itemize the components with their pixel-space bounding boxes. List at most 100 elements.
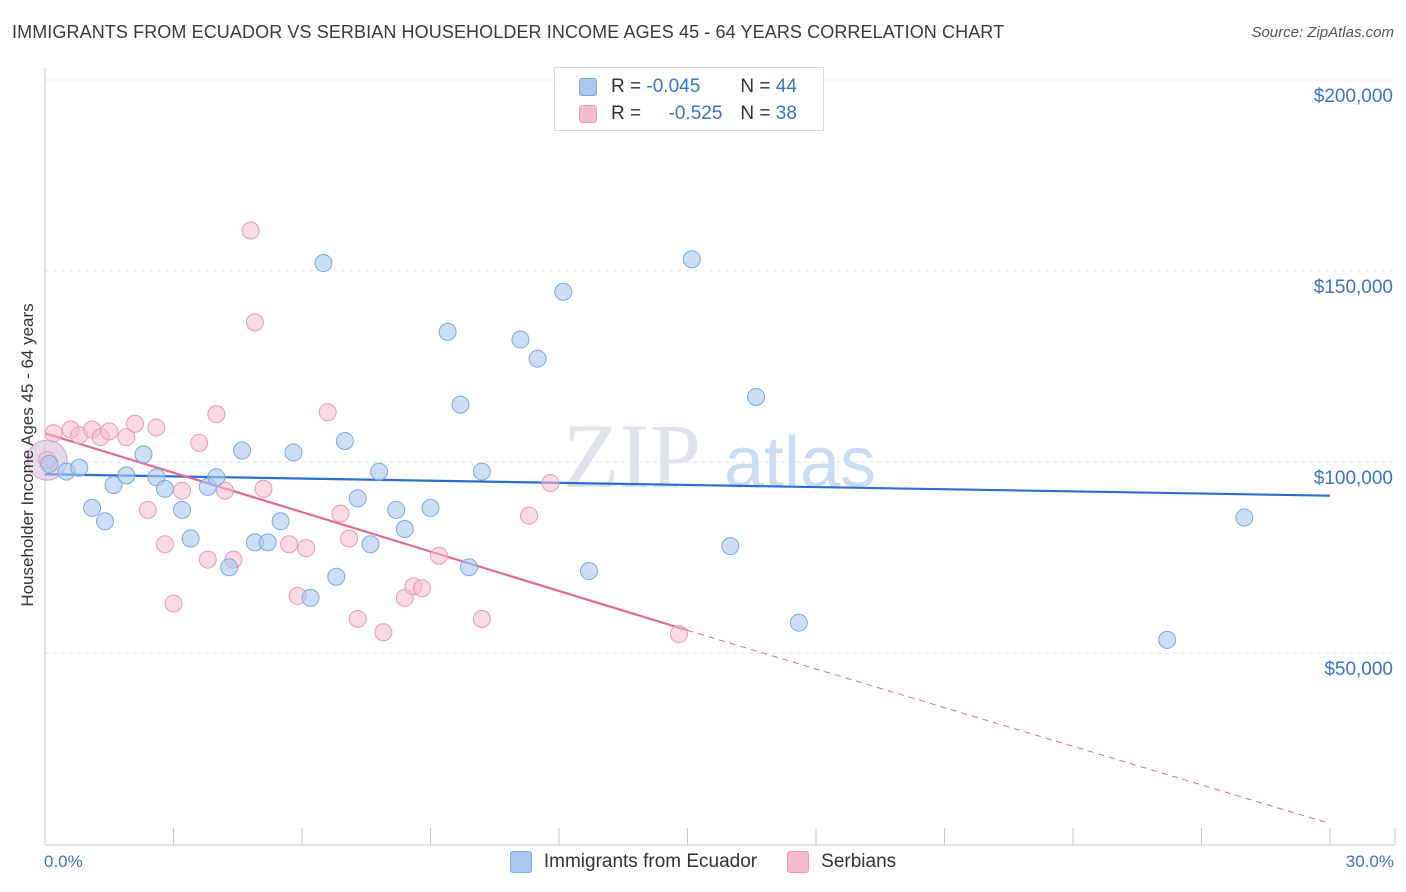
source-credit: Source: ZipAtlas.com [1251, 24, 1394, 41]
serbians-point [215, 481, 234, 500]
serbians-point [138, 500, 157, 519]
ecuador-point [1158, 630, 1177, 649]
ecuador-point [233, 441, 252, 460]
serbians-point [318, 403, 337, 422]
ecuador-point [789, 613, 808, 632]
serbians-point [348, 609, 367, 628]
gridlines [45, 79, 1395, 654]
serbians-trend-extension [687, 629, 1331, 825]
serbians-point [412, 579, 431, 598]
serbians-point [198, 550, 217, 569]
serbians-point [520, 506, 539, 525]
serbians-point [100, 422, 119, 441]
legend-item-ecuador: Immigrants from Ecuador [509, 851, 757, 873]
ecuador-swatch [509, 851, 532, 873]
legend-item-serbians: Serbians [787, 851, 896, 873]
watermark-zip: ZIP [563, 405, 701, 507]
ecuador-point [40, 454, 59, 473]
serbians-point [280, 535, 299, 554]
ecuador-point [335, 431, 354, 450]
ecuador-point [1235, 508, 1254, 527]
serbians-point [297, 539, 316, 558]
ecuador-point [117, 466, 136, 485]
y-axis-label: Householder Income Ages 45 - 64 years [18, 303, 37, 607]
ecuador-point [134, 445, 153, 464]
ecuador-point [387, 500, 406, 519]
y-tick-label: $200,000 [1313, 86, 1393, 107]
chart-title: IMMIGRANTS FROM ECUADOR VS SERBIAN HOUSE… [12, 22, 1005, 42]
ecuador-point [155, 479, 174, 498]
serbians-swatch [787, 851, 810, 873]
ecuador-point [104, 475, 123, 494]
ecuador-point [348, 489, 367, 508]
ecuador-point [511, 330, 530, 349]
ecuador-point [451, 395, 470, 414]
ecuador-point [721, 537, 740, 556]
ecuador-point [258, 533, 277, 552]
ecuador-point [271, 512, 290, 531]
serbians-point [254, 479, 273, 498]
ecuador-point [747, 387, 766, 406]
ecuador-point [370, 462, 389, 481]
r-label: R = [611, 76, 642, 97]
watermark: ZIP atlas [563, 405, 876, 507]
ecuador-point [301, 588, 320, 607]
ecuador-point [95, 512, 114, 531]
ecuador-point [472, 462, 491, 481]
legend-row-ecuador: R = -0.045 N = 44 [579, 75, 797, 99]
y-tick-label: $50,000 [1324, 659, 1393, 680]
serbians-trend-line [44, 432, 688, 632]
ecuador-swatch [579, 78, 597, 96]
serbians-point [331, 504, 350, 523]
serbians-point [669, 625, 688, 644]
serbians-point [190, 433, 209, 452]
ecuador-point [70, 458, 89, 477]
ecuador-point [682, 250, 701, 269]
series-legend: Immigrants from Ecuador Serbians [0, 851, 1406, 873]
serbians-point [472, 609, 491, 628]
ecuador-trend-line [44, 473, 1331, 497]
ecuador-point [220, 558, 239, 577]
ecuador-point [421, 498, 440, 517]
legend-label: Serbians [821, 851, 897, 872]
serbians-point [44, 424, 63, 443]
serbians-point [340, 529, 359, 548]
trend-lines [44, 432, 1331, 825]
correlation-legend: R = -0.045 N = 44 R = -0.525 N = 38 [554, 67, 824, 131]
ecuador-point [438, 322, 457, 341]
ecuador-point [181, 529, 200, 548]
ecuador-point [314, 254, 333, 273]
n-label: N = [740, 103, 771, 124]
serbians-point [164, 594, 183, 613]
serbians-point [155, 535, 174, 554]
serbians-point [173, 481, 192, 500]
ecuador-point [460, 558, 479, 577]
ecuador-point [173, 500, 192, 519]
ecuador-point [528, 349, 547, 368]
r-label: R = [611, 103, 642, 124]
serbians-point [430, 546, 449, 565]
ecuador-point [579, 562, 598, 581]
y-tick-label: $100,000 [1313, 468, 1393, 489]
n-label: N = [740, 76, 771, 97]
serbians-swatch [579, 105, 597, 123]
watermark-atlas: atlas [724, 423, 876, 503]
ecuador-point [327, 567, 346, 586]
serbians-point [374, 623, 393, 642]
x-tick-label: 0.0% [44, 852, 83, 871]
data-points [26, 221, 1254, 649]
n-value: 44 [775, 76, 797, 97]
serbians-point [245, 313, 264, 332]
ecuador-point [361, 535, 380, 554]
ecuador-point [83, 498, 102, 517]
serbians-point [541, 474, 560, 493]
ecuador-point [207, 468, 226, 487]
x-tick-label: 30.0% [1345, 852, 1394, 871]
ecuador-point [554, 282, 573, 301]
r-value: -0.525 [668, 103, 723, 124]
legend-row-serbians: R = -0.525 N = 38 [579, 102, 797, 126]
ecuador-point [284, 443, 303, 462]
serbians-point [147, 418, 166, 437]
y-tick-label: $150,000 [1313, 277, 1393, 298]
